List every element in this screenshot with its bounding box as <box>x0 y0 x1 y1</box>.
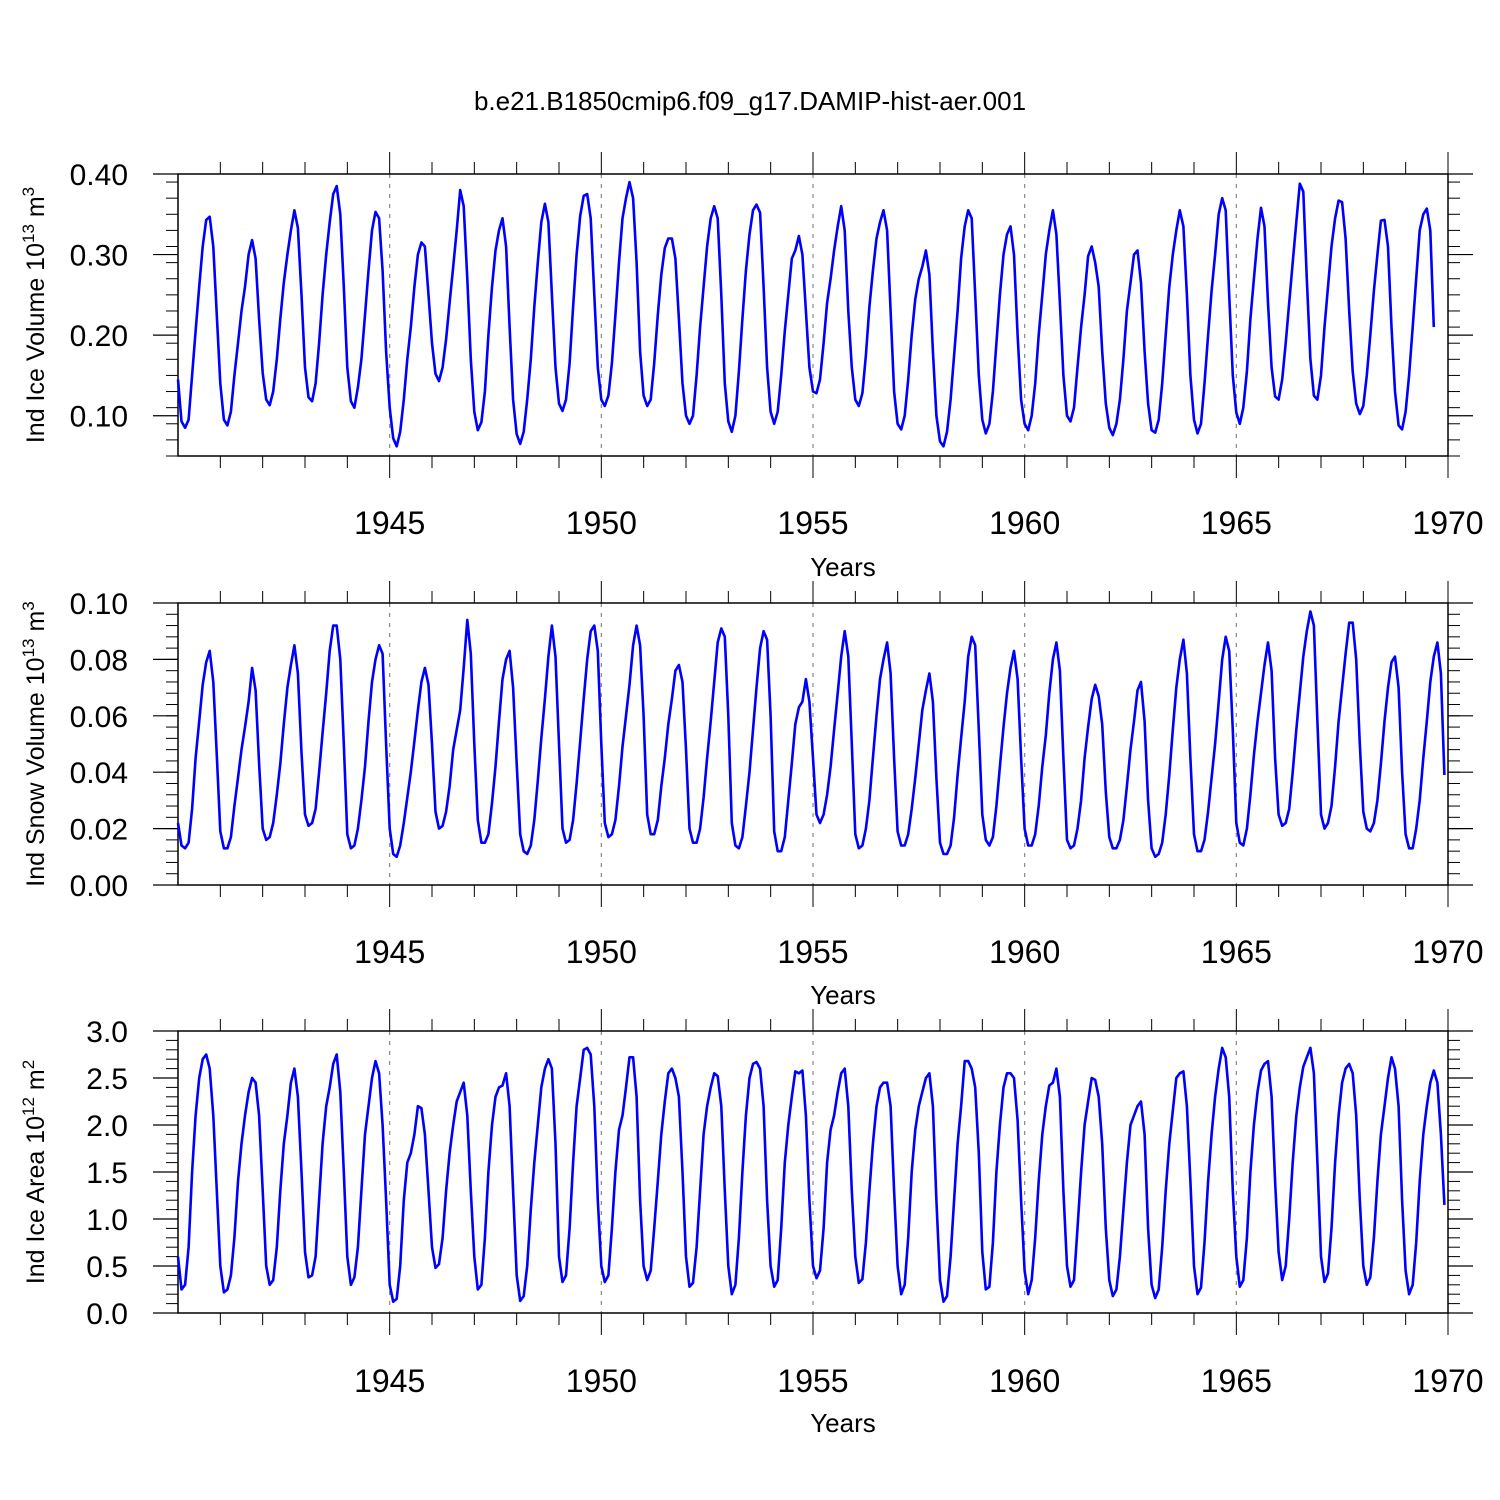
chart-panel-2: 1945 1950 1955 1960 1965 1970 Years 0.00 0.02 0.0… <box>19 581 1484 1010</box>
x-axis-label: Years <box>810 980 876 1010</box>
y-tick-label: 0.20 <box>70 320 128 353</box>
y-tick-label: 0.30 <box>70 240 128 273</box>
y-tick-label: 3.0 <box>86 1016 128 1049</box>
x-tick-label: 1955 <box>777 934 848 970</box>
y-tick-label: 0.0 <box>86 1298 128 1331</box>
x-tick-label: 1970 <box>1412 1363 1483 1399</box>
y-tick-label: 2.5 <box>86 1063 128 1096</box>
y-tick-label: 0.5 <box>86 1251 128 1284</box>
x-tick-label: 1965 <box>1201 505 1272 541</box>
x-tick-label: 1945 <box>354 1363 425 1399</box>
x-tick-label: 1950 <box>566 934 637 970</box>
x-tick-label: 1945 <box>354 934 425 970</box>
series-line <box>176 610 1446 859</box>
x-tick-label: 1960 <box>989 505 1060 541</box>
x-tick-label: 1950 <box>566 1363 637 1399</box>
x-tick-label: 1945 <box>354 505 425 541</box>
y-tick-label: 0.06 <box>70 701 128 734</box>
y-axis-label: Ind Ice Volume 1013 m3 <box>19 187 50 443</box>
x-tick-label: 1970 <box>1412 934 1483 970</box>
chart-panel-3: 1945 1950 1955 1960 1965 1970 Years 0.0 0.5 1.0 1.… <box>19 1009 1484 1438</box>
y-axis-label: Ind Snow Volume 1013 m3 <box>19 601 50 887</box>
y-tick-label: 0.02 <box>70 814 128 847</box>
x-tick-label: 1950 <box>566 505 637 541</box>
chart-panels: 1945 1950 1955 1960 1965 1970 Years 0.10 0.20 0.3… <box>19 152 1484 1438</box>
y-tick-label: 0.04 <box>70 757 128 790</box>
x-tick-label: 1955 <box>777 1363 848 1399</box>
x-axis-label: Years <box>810 552 876 582</box>
y-tick-label: 0.00 <box>70 870 128 903</box>
chart-panel-1: 1945 1950 1955 1960 1965 1970 Years 0.10 0.20 0.3… <box>19 152 1484 582</box>
y-axis-label: Ind Ice Area 1012 m2 <box>19 1060 50 1284</box>
y-tick-label: 1.5 <box>86 1157 128 1190</box>
y-tick-label: 0.08 <box>70 644 128 677</box>
x-tick-label: 1965 <box>1201 1363 1272 1399</box>
y-tick-label: 1.0 <box>86 1204 128 1237</box>
x-tick-label: 1970 <box>1412 505 1483 541</box>
y-tick-label: 0.10 <box>70 588 128 621</box>
x-tick-label: 1960 <box>989 1363 1060 1399</box>
x-tick-label: 1965 <box>1201 934 1272 970</box>
series-line <box>176 1046 1446 1303</box>
y-tick-label: 2.0 <box>86 1110 128 1143</box>
y-tick-label: 0.10 <box>70 401 128 434</box>
x-tick-label: 1955 <box>777 505 848 541</box>
y-tick-label: 0.40 <box>70 159 128 192</box>
figure-title: b.e21.B1850cmip6.f09_g17.DAMIP-hist-aer.… <box>474 86 1026 116</box>
x-tick-label: 1960 <box>989 934 1060 970</box>
series-line <box>176 180 1436 448</box>
x-axis-label: Years <box>810 1408 876 1438</box>
